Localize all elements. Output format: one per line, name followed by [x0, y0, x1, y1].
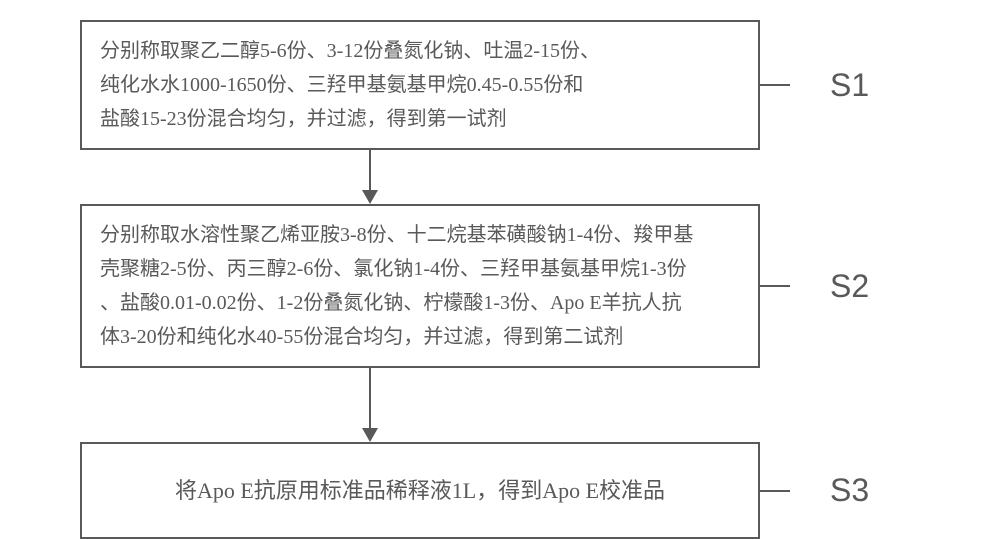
- step-s2-line-4: 体3-20份和纯化水40-55份混合均匀，并过滤，得到第二试剂: [100, 320, 740, 354]
- step-s2-line-2: 壳聚糖2-5份、丙三醇2-6份、氯化钠1-4份、三羟甲基氨基甲烷1-3份: [100, 252, 740, 286]
- step-s2-line-1: 分别称取水溶性聚乙烯亚胺3-8份、十二烷基苯磺酸钠1-4份、羧甲基: [100, 218, 740, 252]
- step-s2-line-3: 、盐酸0.01-0.02份、1-2份叠氮化钠、柠檬酸1-3份、Apo E羊抗人抗: [100, 286, 740, 320]
- step-s1-container: 分别称取聚乙二醇5-6份、3-12份叠氮化钠、吐温2-15份、 纯化水水1000…: [80, 20, 880, 150]
- arrow-head-icon: [362, 190, 378, 204]
- arrow-head-icon: [362, 428, 378, 442]
- connector-s1: [760, 84, 790, 86]
- connector-s2: [760, 285, 790, 287]
- step-s2-box: 分别称取水溶性聚乙烯亚胺3-8份、十二烷基苯磺酸钠1-4份、羧甲基 壳聚糖2-5…: [80, 204, 760, 368]
- connector-s3: [760, 490, 790, 492]
- step-s1-line-1: 分别称取聚乙二醇5-6份、3-12份叠氮化钠、吐温2-15份、: [100, 34, 740, 68]
- step-s3-container: 将Apo E抗原用标准品稀释液1L，得到Apo E校准品 S3: [80, 442, 880, 539]
- step-s1-line-3: 盐酸15-23份混合均匀，并过滤，得到第一试剂: [100, 102, 740, 136]
- step-s2-label: S2: [830, 268, 880, 305]
- arrow-s2-to-s3: [80, 368, 880, 442]
- step-s3-label: S3: [830, 472, 880, 509]
- step-s1-box: 分别称取聚乙二醇5-6份、3-12份叠氮化钠、吐温2-15份、 纯化水水1000…: [80, 20, 760, 150]
- step-s1-line-2: 纯化水水1000-1650份、三羟甲基氨基甲烷0.45-0.55份和: [100, 68, 740, 102]
- step-s3-box: 将Apo E抗原用标准品稀释液1L，得到Apo E校准品: [80, 442, 760, 539]
- arrow-line-icon: [369, 150, 371, 190]
- arrow-line-icon: [369, 368, 371, 428]
- step-s3-line-1: 将Apo E抗原用标准品稀释液1L，得到Apo E校准品: [100, 472, 740, 509]
- step-s1-label: S1: [830, 67, 880, 104]
- arrow-s1-to-s2: [80, 150, 880, 204]
- flowchart-container: 分别称取聚乙二醇5-6份、3-12份叠氮化钠、吐温2-15份、 纯化水水1000…: [0, 20, 1000, 539]
- step-s2-container: 分别称取水溶性聚乙烯亚胺3-8份、十二烷基苯磺酸钠1-4份、羧甲基 壳聚糖2-5…: [80, 204, 880, 368]
